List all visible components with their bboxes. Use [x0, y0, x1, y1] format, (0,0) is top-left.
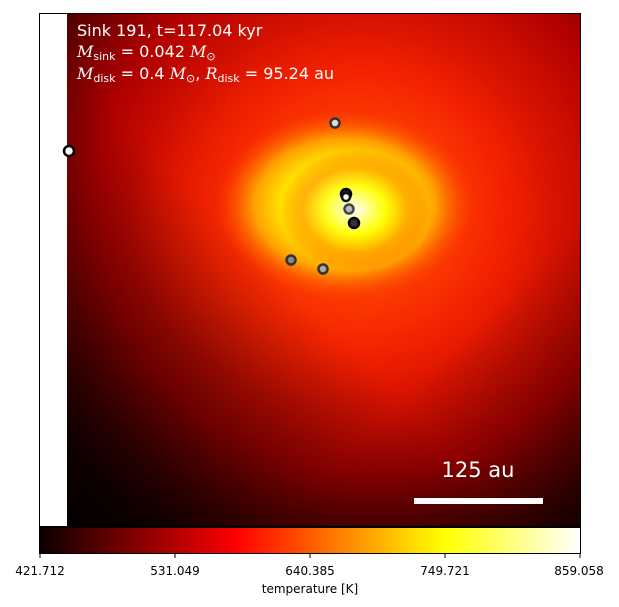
sink-particles — [62, 117, 361, 275]
sink-particle — [343, 203, 355, 215]
colorbar-tick-label: 859.058 — [554, 564, 604, 578]
sink-mass-label: Msink = 0.042 M⊙ — [77, 42, 216, 63]
sink-particle — [347, 216, 361, 230]
scale-bar-label: 125 au — [441, 458, 515, 482]
sink-particle — [329, 117, 341, 129]
colorbar-tick-label: 640.385 — [285, 564, 335, 578]
colorbar-tick-label: 421.712 — [15, 564, 65, 578]
colorbar-tick-label: 531.049 — [150, 564, 200, 578]
sink-particle — [340, 191, 352, 203]
colorbar-label: temperature [K] — [261, 582, 359, 596]
disk-properties-label: Mdisk = 0.4 M⊙, Rdisk = 95.24 au — [77, 64, 335, 85]
image-area — [39, 13, 581, 527]
sink-title: Sink 191, t=117.04 kyr — [77, 21, 263, 40]
sink-particle — [285, 254, 297, 266]
sink-particle — [317, 263, 329, 275]
colorbar — [39, 527, 581, 558]
sink-particle — [62, 144, 76, 158]
colorbar-tick-label: 749.721 — [420, 564, 470, 578]
scale-bar — [414, 498, 543, 504]
